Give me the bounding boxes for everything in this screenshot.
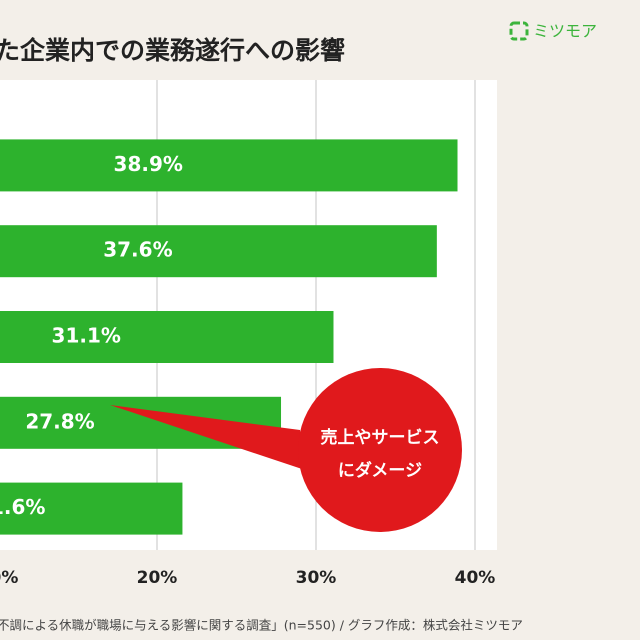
- callout-circle: [298, 368, 462, 532]
- annotation-text: 売上やサービス: [321, 427, 440, 448]
- logo: ミツモア: [509, 21, 597, 41]
- value-label: 38.9%: [114, 152, 183, 176]
- x-tick-label: 20%: [137, 568, 178, 588]
- value-label: 37.6%: [103, 238, 172, 262]
- x-tick-label: 30%: [296, 568, 337, 588]
- bar: [0, 225, 437, 278]
- annotation: 売上やサービス にダメージ: [110, 368, 462, 532]
- value-label: 21.6%: [0, 495, 45, 519]
- callout-pointer: [110, 405, 305, 470]
- x-tick-label: 10%: [0, 568, 18, 588]
- source: 不調による休職が職場に与える影響に関する調査」(n=550) / グラフ作成：株…: [0, 618, 523, 633]
- x-tick-label: 40%: [455, 568, 496, 588]
- bar: [0, 311, 334, 363]
- bar: [0, 482, 183, 535]
- annotation-text: にダメージ: [338, 460, 422, 481]
- logo-icon: [509, 21, 529, 41]
- value-label: 31.1%: [52, 324, 121, 348]
- bar: [0, 139, 458, 192]
- logo-text: ミツモア: [533, 22, 597, 41]
- value-label: 27.8%: [25, 409, 94, 433]
- chart-title: た企業内での業務遂行への影響: [0, 36, 345, 65]
